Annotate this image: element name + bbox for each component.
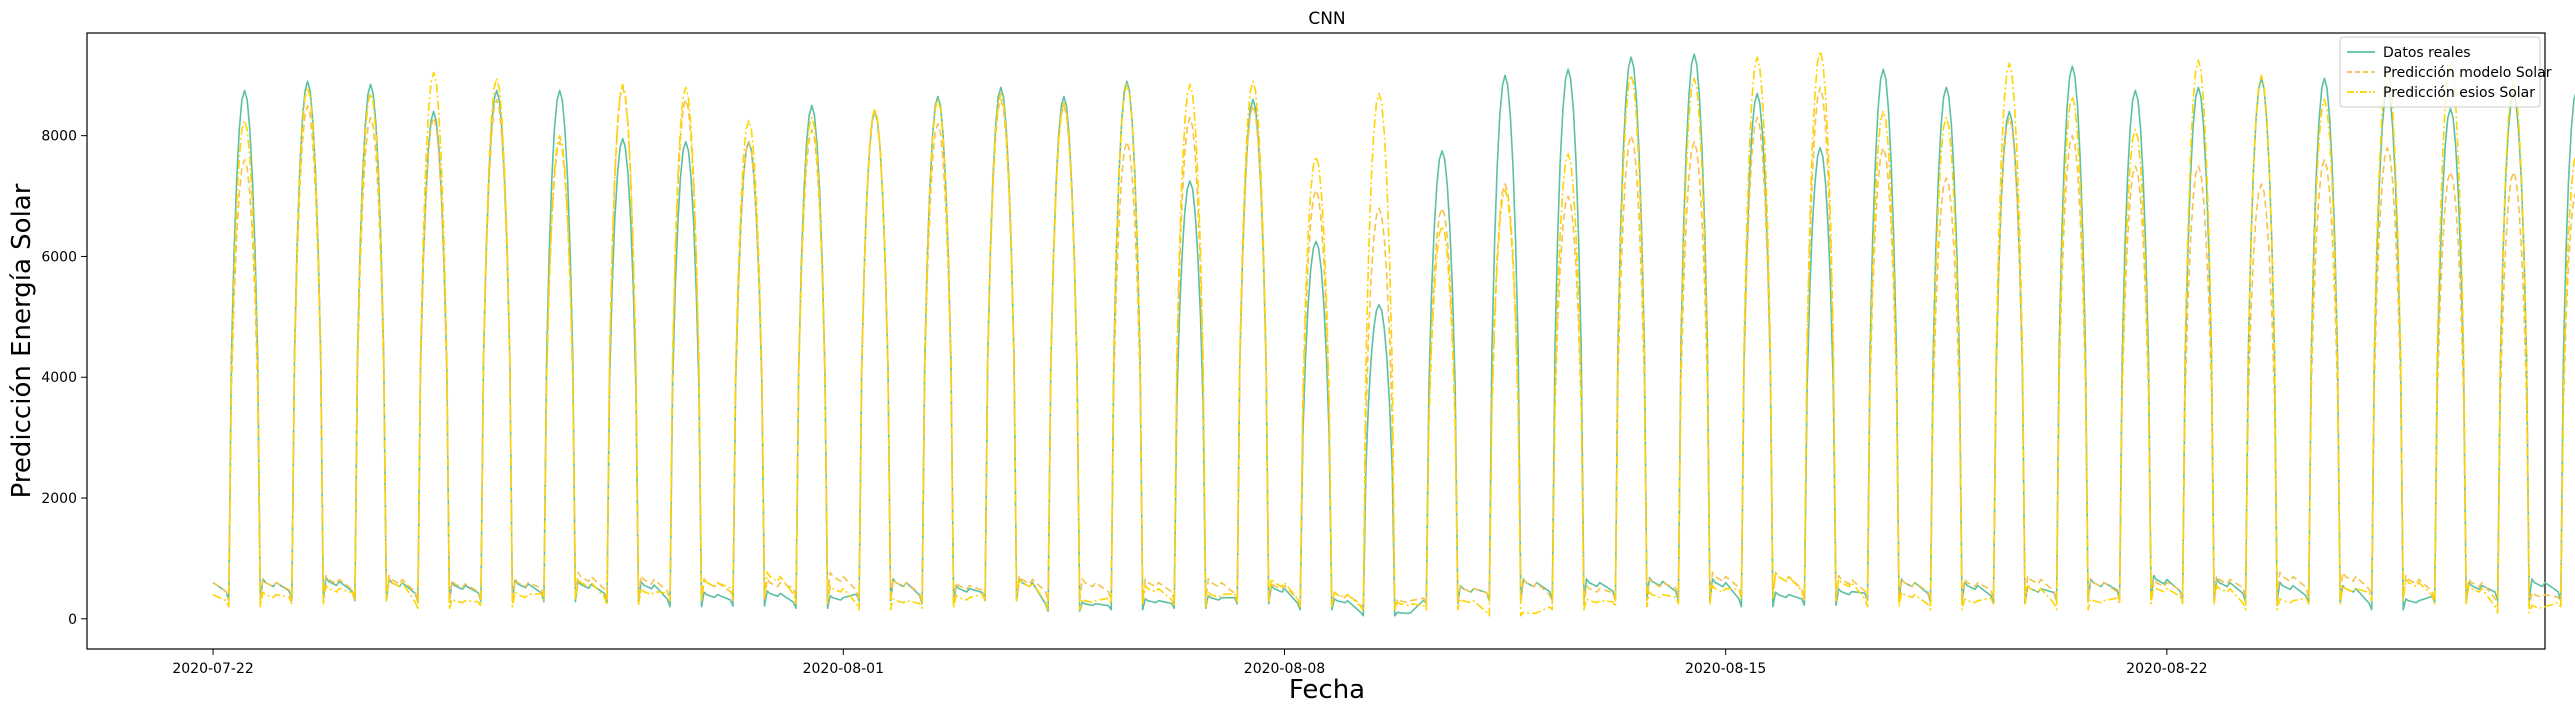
x-tick-label: 2020-08-15	[1685, 661, 1766, 677]
legend-label: Predicción esios Solar	[2383, 85, 2535, 101]
x-tick-label: 2020-08-01	[803, 661, 884, 677]
x-tick-label: 2020-08-22	[2126, 661, 2207, 677]
chart-title: CNN	[1308, 9, 1345, 29]
x-tick-label: 2020-08-08	[1244, 661, 1325, 677]
y-axis: 0 2000 4000 6000 8000	[41, 129, 87, 628]
y-tick-label: 4000	[41, 370, 77, 386]
legend: Datos reales Predicción modelo Solar Predi…	[2339, 36, 2552, 108]
x-axis: 2020-07-22 2020-08-01 2020-08-08 2020-08-15…	[172, 649, 2208, 677]
y-tick-label: 6000	[41, 249, 77, 265]
legend-label: Predicción modelo Solar	[2383, 65, 2552, 81]
series-layer	[212, 50, 2575, 617]
y-tick-label: 2000	[41, 491, 77, 507]
y-tick-label: 0	[68, 612, 77, 628]
legend-label: Datos reales	[2383, 45, 2471, 61]
x-axis-title: Fecha	[1289, 675, 1365, 705]
plot-frame	[86, 32, 2546, 650]
y-axis-title: Predicción Energía Solar	[7, 183, 37, 498]
y-tick-label: 8000	[41, 129, 77, 145]
series-line-3	[212, 50, 2575, 617]
legend-box	[2339, 36, 2541, 108]
x-tick-label: 2020-07-22	[172, 661, 253, 677]
